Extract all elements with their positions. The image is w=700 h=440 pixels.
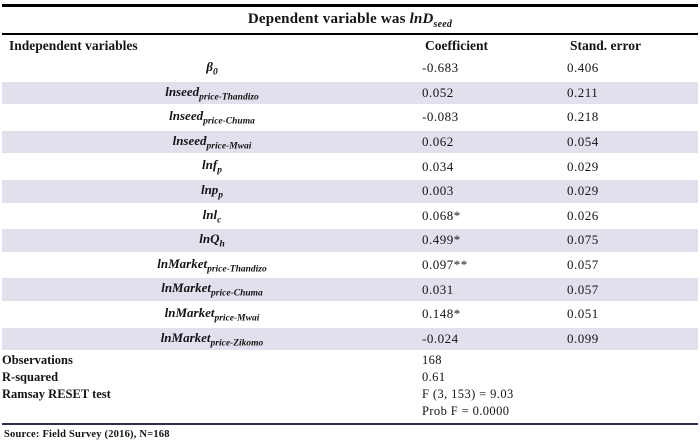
- summary-label: Observations: [2, 353, 73, 368]
- title-prefix: Dependent variable was: [247, 11, 410, 27]
- stand-error-value: 0.406: [567, 57, 698, 82]
- summary-value: 168: [422, 353, 442, 368]
- coefficient-value: 0.068*: [422, 203, 567, 230]
- table-header: Independent variables Coefficient Stand.…: [2, 34, 698, 57]
- stand-error-value: 0.211: [567, 80, 698, 107]
- summary-row: Prob F = 0.0000: [2, 403, 698, 420]
- summary-row: R-squared 0.61: [2, 369, 698, 386]
- table-title: Dependent variable was lnDseed: [2, 7, 698, 33]
- variable-name: lnMarketprice-Mwai: [2, 301, 422, 328]
- coefficient-value: 0.499*: [422, 228, 567, 254]
- variable-name: lnQh: [2, 228, 422, 254]
- variable-name: lnseedprice-Thandizo: [2, 80, 422, 107]
- stand-error-value: 0.099: [567, 326, 698, 353]
- variable-name: lnseedprice-Mwai: [2, 129, 422, 156]
- coefficient-value: 0.052: [422, 80, 567, 107]
- summary-rows: Observations 168 R-squared 0.61 Ramsay RESET…: [2, 351, 698, 420]
- stand-error-value: 0.075: [567, 228, 698, 254]
- stand-error-value: 0.029: [567, 154, 698, 180]
- stand-error-value: 0.218: [567, 105, 698, 131]
- summary-value: 0.61: [422, 370, 446, 385]
- source-note: Source: Field Survey (2016), N=168: [4, 429, 170, 440]
- table-row: lnMarketprice-Chuma 0.031 0.057: [2, 277, 698, 303]
- table-row: lnfp 0.034 0.029: [2, 154, 698, 180]
- coefficient-value: 0.003: [422, 178, 567, 205]
- dependent-variable-subscript: seed: [433, 19, 453, 30]
- table-row: lnseedprice-Mwai 0.062 0.054: [2, 129, 698, 156]
- stand-error-value: 0.057: [567, 277, 698, 303]
- table-row: β0 -0.683 0.406: [2, 57, 698, 82]
- header-independent-variables: Independent variables: [9, 38, 138, 53]
- table-row: lnseedprice-Chuma -0.083 0.218: [2, 105, 698, 131]
- header-row: Independent variables Coefficient Stand.…: [2, 34, 698, 57]
- table-row: lnseedprice-Thandizo 0.052 0.211: [2, 80, 698, 107]
- stand-error-value: 0.057: [567, 252, 698, 279]
- summary-label: Ramsay RESET test: [2, 387, 111, 402]
- table-row: lnlc 0.068* 0.026: [2, 203, 698, 230]
- stand-error-value: 0.051: [567, 301, 698, 328]
- variable-rows: β0 -0.683 0.406 lnseedprice-Thandizo 0.052 0.…: [2, 57, 698, 353]
- coefficient-value: 0.148*: [422, 301, 567, 328]
- coefficient-value: 0.031: [422, 277, 567, 303]
- variable-name: lnMarketprice-Chuma: [2, 277, 422, 303]
- variable-name: β0: [2, 57, 422, 82]
- coefficient-value: -0.083: [422, 105, 567, 131]
- variable-name: lnMarketprice-Zikomo: [2, 326, 422, 353]
- variable-name: lnseedprice-Chuma: [2, 105, 422, 131]
- summary-row: Ramsay RESET test F (3, 153) = 9.03: [2, 386, 698, 403]
- coefficient-value: 0.034: [422, 154, 567, 180]
- table-row: lnQh 0.499* 0.075: [2, 228, 698, 254]
- summary-label: [2, 403, 422, 420]
- coefficient-value: 0.062: [422, 129, 567, 156]
- dependent-variable: lnDseed: [409, 11, 453, 30]
- table-row: lnMarketprice-Mwai 0.148* 0.051: [2, 301, 698, 328]
- stand-error-value: 0.054: [567, 129, 698, 156]
- stand-error-value: 0.026: [567, 203, 698, 230]
- coefficient-value: -0.683: [422, 57, 567, 82]
- table-row: lnMarketprice-Thandizo 0.097** 0.057: [2, 252, 698, 279]
- coefficient-value: -0.024: [422, 326, 567, 353]
- top-rule: [2, 4, 698, 7]
- summary-value: Prob F = 0.0000: [422, 404, 510, 419]
- table-row: lnpp 0.003 0.029: [2, 178, 698, 205]
- summary-label: R-squared: [2, 370, 59, 385]
- header-coefficient: Coefficient: [425, 38, 488, 53]
- summary-row: Observations 168: [2, 351, 698, 369]
- variable-name: lnpp: [2, 178, 422, 205]
- variable-name: lnMarketprice-Thandizo: [2, 252, 422, 279]
- table-row: lnMarketprice-Zikomo -0.024 0.099: [2, 326, 698, 353]
- coefficient-value: 0.097**: [422, 252, 567, 279]
- header-stand-error: Stand. error: [570, 38, 641, 53]
- results-table: Independent variables Coefficient Stand.…: [2, 33, 698, 420]
- variable-name: lnfp: [2, 154, 422, 180]
- summary-value: F (3, 153) = 9.03: [422, 387, 514, 402]
- stand-error-value: 0.029: [567, 178, 698, 205]
- variable-name: lnlc: [2, 203, 422, 230]
